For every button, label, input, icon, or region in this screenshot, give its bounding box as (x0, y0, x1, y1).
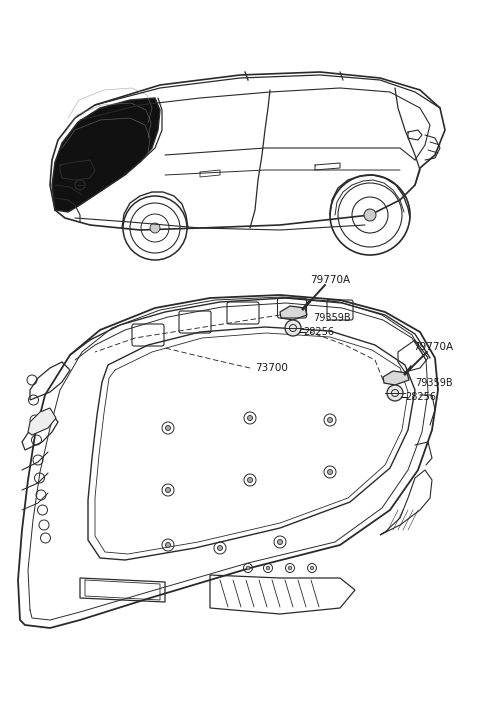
Text: 79359B: 79359B (313, 313, 350, 323)
Circle shape (248, 415, 252, 420)
Text: 79770A: 79770A (413, 342, 453, 352)
Circle shape (248, 477, 252, 482)
Circle shape (288, 566, 292, 570)
Circle shape (387, 385, 403, 401)
Text: 28256: 28256 (405, 392, 436, 402)
Circle shape (246, 566, 250, 570)
Text: 73700: 73700 (255, 363, 288, 373)
Circle shape (364, 209, 376, 221)
Circle shape (285, 320, 301, 336)
Circle shape (310, 566, 314, 570)
Circle shape (327, 417, 333, 422)
Circle shape (166, 425, 170, 430)
Polygon shape (52, 98, 160, 212)
Polygon shape (28, 408, 56, 435)
Circle shape (166, 542, 170, 547)
Text: 28256: 28256 (303, 327, 334, 337)
Circle shape (327, 469, 333, 474)
Text: 79770A: 79770A (310, 275, 350, 285)
Text: 79359B: 79359B (415, 378, 453, 388)
Circle shape (150, 223, 160, 233)
Circle shape (217, 546, 223, 550)
Circle shape (166, 487, 170, 492)
Circle shape (266, 566, 270, 570)
Polygon shape (383, 371, 409, 385)
Polygon shape (280, 306, 307, 320)
Circle shape (277, 539, 283, 544)
